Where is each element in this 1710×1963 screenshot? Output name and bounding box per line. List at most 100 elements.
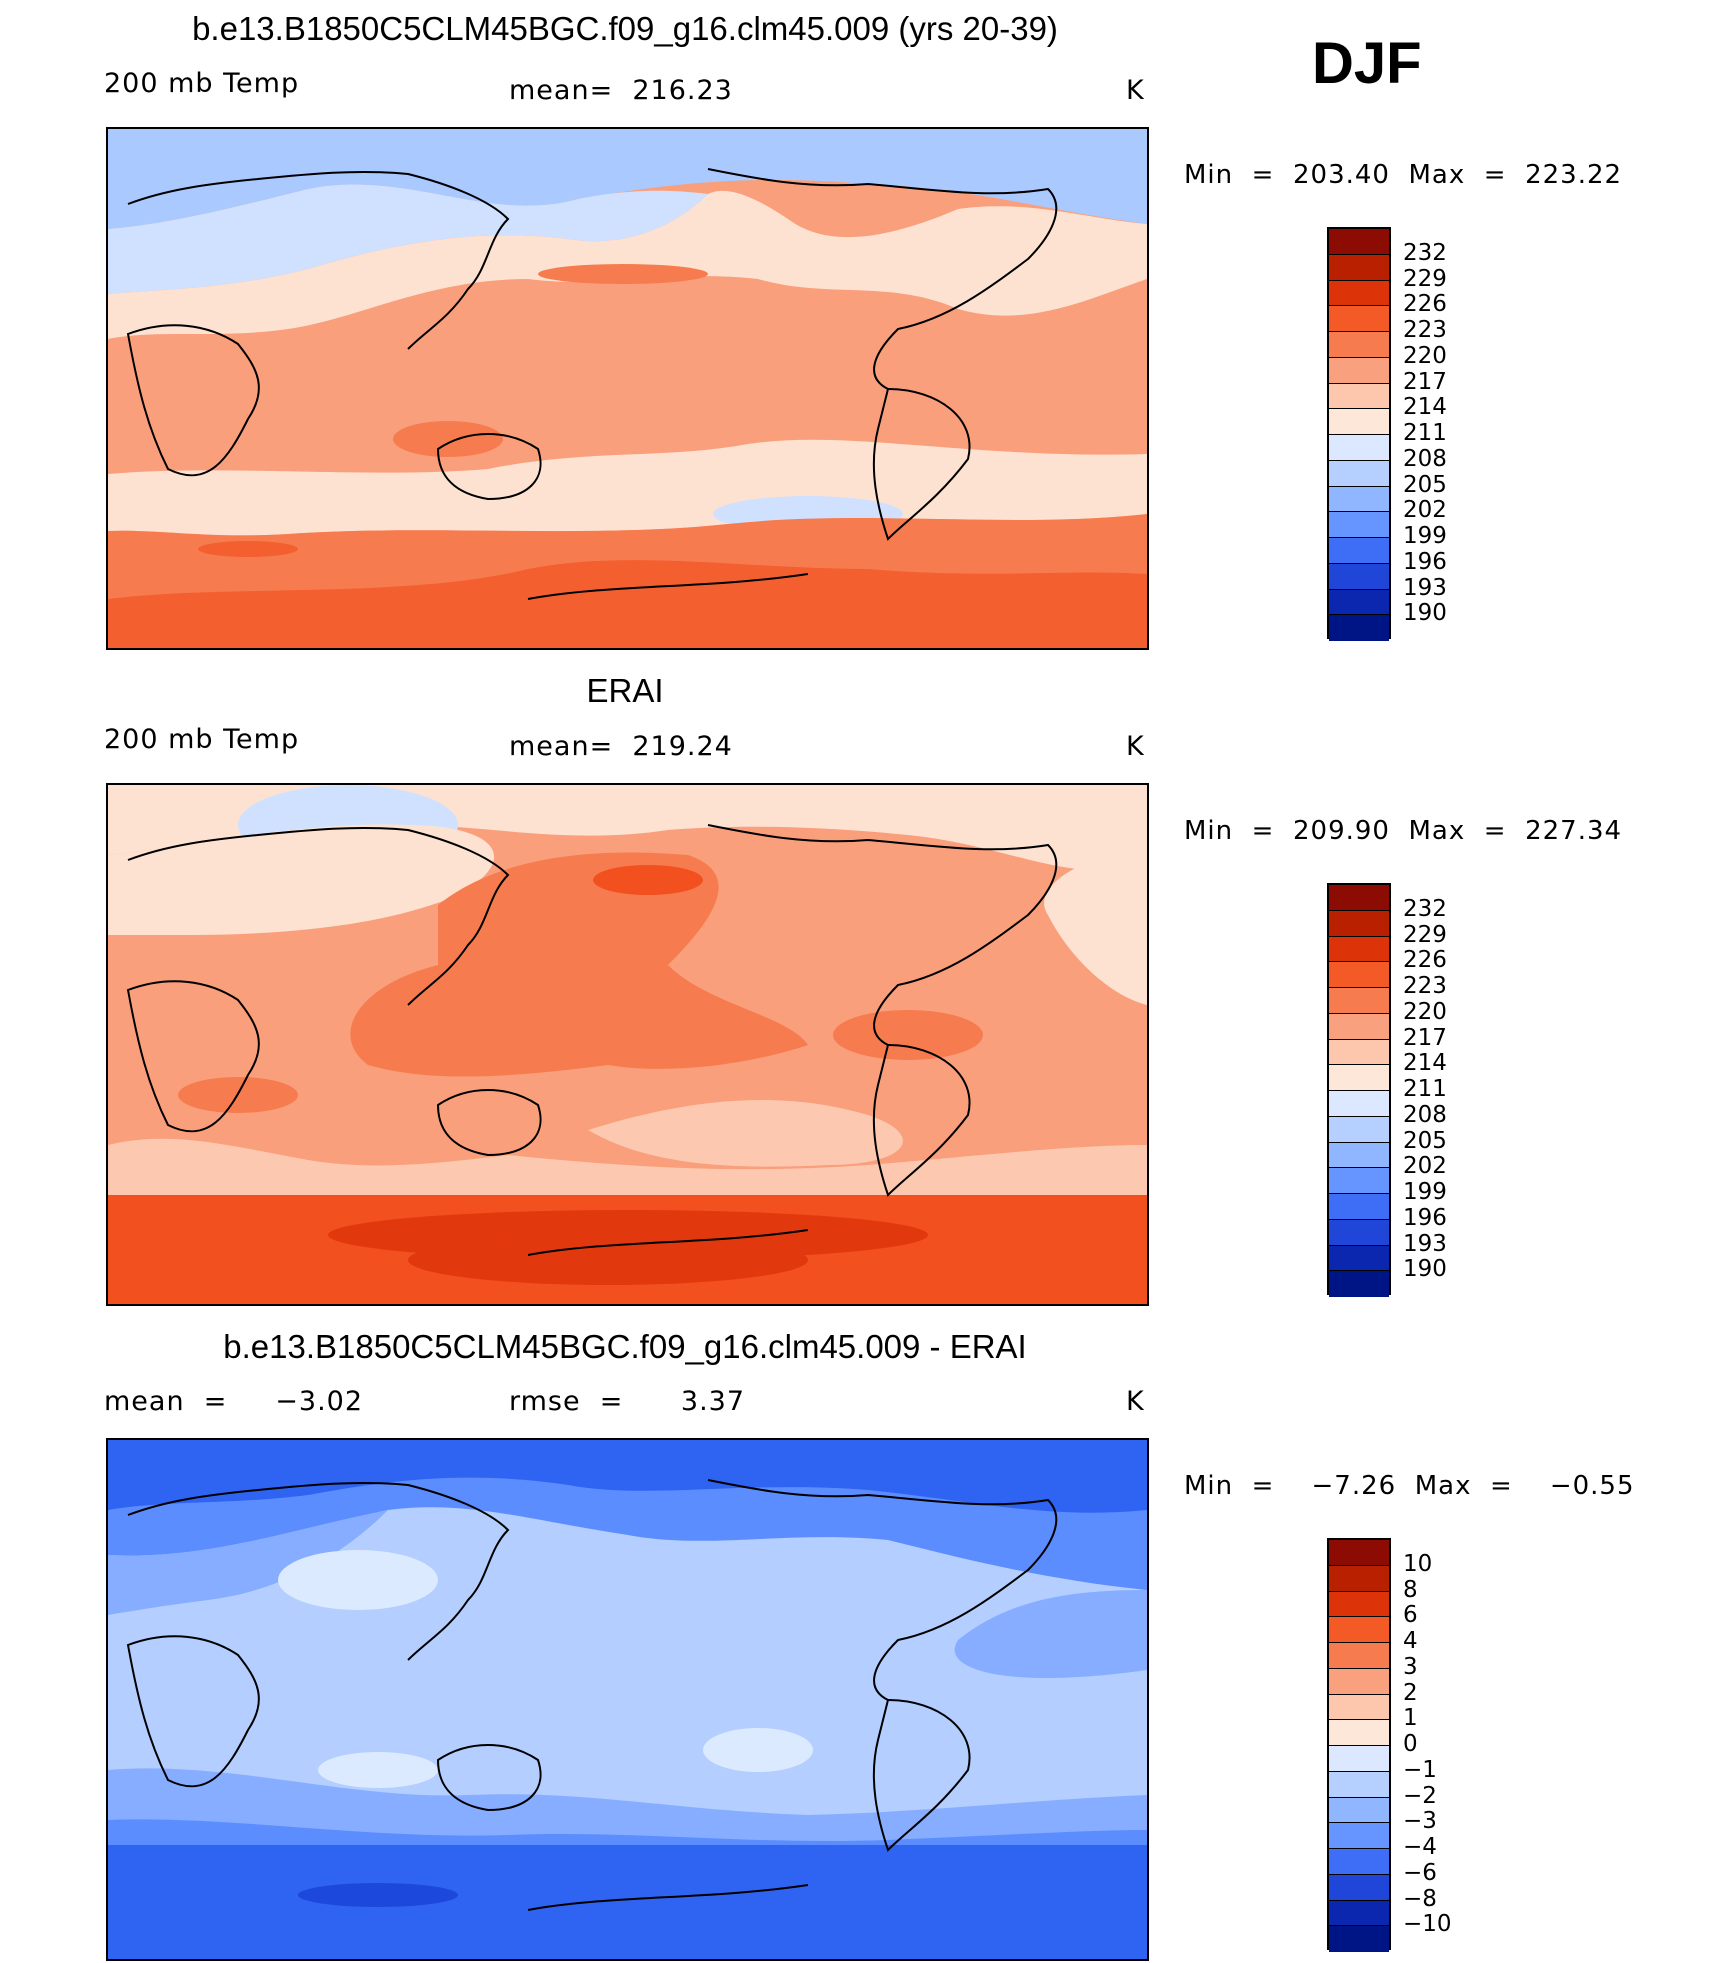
p2-warm-pacific [350,852,808,1077]
colorbar-swatch [1329,1900,1389,1927]
colorbar-swatch [1329,435,1389,461]
panel-1-colorbar [1327,227,1391,641]
colorbar-tick-label: 202 [1403,497,1447,524]
p2-cream-west [108,824,495,935]
p2-antarctica-coast [527,1229,809,1256]
colorbar-tick-label: 10 [1403,1550,1433,1577]
colorbar-swatch [1329,1643,1389,1669]
colorbar-tick-label: −6 [1403,1859,1437,1886]
p2-south-america-coast [872,1043,971,1197]
panel-1-variable: 200 mb Temp [104,68,300,99]
colorbar-swatch [1329,460,1389,487]
colorbar-swatch [1329,936,1389,963]
panel-3-coastlines [126,1479,1058,1911]
colorbar-tick-label: 3 [1403,1653,1418,1680]
p1-north-america-coast [707,168,1058,390]
colorbar-swatch [1329,512,1389,538]
panel-3-title: b.e13.B1850C5CLM45BGC.f09_g16.clm45.009 … [223,1328,1027,1365]
panel-2-map [106,783,1149,1306]
colorbar-swatch [1329,1720,1389,1746]
panel-1-colorbar-labels: 232 229 226 223 220 217 214 211 208 205 202 199 196 1… [1403,227,1483,639]
colorbar-tick-label: 196 [1403,548,1447,575]
panel-3-units: K [1126,1386,1145,1417]
colorbar-tick-label: 220 [1403,342,1447,369]
season-label: DJF [1312,31,1422,96]
p3-light-indian [318,1752,438,1788]
colorbar-tick-label: 1 [1403,1705,1418,1732]
colorbar-swatch [1329,1849,1389,1875]
p3-mid-east [954,1590,1147,1679]
p2-pale-south [108,1138,1147,1195]
p1-africa-coast [126,324,260,477]
p3-deep-south [108,1845,1147,1959]
colorbar-swatch [1329,1617,1389,1643]
colorbar-swatch [1329,1091,1389,1117]
panel-1-title: b.e13.B1850C5CLM45BGC.f09_g16.clm45.009 … [192,10,1058,47]
colorbar-swatch [1329,1168,1389,1194]
p2-hot-np [593,865,703,895]
colorbar-tick-label: 202 [1403,1153,1447,1180]
colorbar-tick-label: 211 [1403,420,1447,446]
p3-mid-west [108,1510,388,1615]
p3-north-america-coast [707,1479,1058,1701]
colorbar-swatch [1329,332,1389,358]
panel-2-colorbar-labels: 232 229 226 223 220 217 214 211 208 205 202 199 196 1… [1403,883,1483,1295]
p2-pale-blob [588,1099,903,1167]
p3-light-pacific [703,1728,813,1772]
panel-3-colorbar [1327,1538,1391,1952]
colorbar-tick-label: −10 [1403,1911,1452,1938]
p2-eurasia-coast [127,826,510,1006]
colorbar-swatch [1329,589,1389,616]
colorbar-swatch [1329,1565,1389,1592]
p1-australia-coast [436,433,542,501]
colorbar-tick-label: 217 [1403,368,1447,395]
p3-australia-coast [436,1744,542,1812]
colorbar-swatch [1329,486,1389,513]
panel-3-rmse: rmse = 3.37 [509,1386,746,1417]
p1-cold-north [108,129,1147,229]
colorbar-tick-label: 232 [1403,895,1447,922]
colorbar-tick-label: 223 [1403,317,1447,343]
colorbar-tick-label: −2 [1403,1782,1437,1809]
p2-africa-coast [126,980,260,1133]
panel-1-units: K [1126,75,1145,106]
colorbar-swatch [1329,1926,1389,1952]
colorbar-tick-label: 199 [1403,523,1447,549]
colorbar-tick-label: 190 [1403,1256,1447,1283]
panel-2-colorbar [1327,883,1391,1297]
colorbar-swatch [1329,280,1389,307]
colorbar-tick-label: 205 [1403,471,1447,498]
colorbar-swatch [1329,1013,1389,1040]
colorbar-tick-label: 214 [1403,394,1447,421]
colorbar-tick-label: 199 [1403,1179,1447,1205]
colorbar-swatch [1329,1694,1389,1721]
colorbar-tick-label: −3 [1403,1808,1437,1835]
colorbar-swatch [1329,988,1389,1014]
colorbar-swatch [1329,1823,1389,1849]
p1-mid-north [108,184,708,294]
colorbar-tick-label: −1 [1403,1756,1437,1783]
p3-deep-north [108,1440,1147,1513]
colorbar-swatch [1329,1116,1389,1143]
panel-3-mean: mean = −3.02 [104,1386,364,1417]
p3-eurasia-coast [127,1481,510,1661]
p1-warm-spot [198,541,298,557]
p3-deepest-spot [298,1883,458,1907]
p1-eurasia-coast [127,170,510,350]
colorbar-tick-label: 229 [1403,921,1447,948]
colorbar-tick-label: 8 [1403,1576,1418,1603]
colorbar-swatch [1329,306,1389,332]
colorbar-swatch [1329,615,1389,641]
colorbar-tick-label: 232 [1403,239,1447,266]
p2-warm-sa [833,1010,983,1060]
p2-cream-east [1044,845,1147,1005]
colorbar-tick-label: 2 [1403,1679,1418,1706]
colorbar-swatch [1329,1797,1389,1824]
panel-1-map [106,127,1149,650]
panel-2-title: ERAI [586,672,664,709]
colorbar-swatch [1329,383,1389,410]
colorbar-tick-label: 208 [1403,445,1447,472]
colorbar-swatch [1329,538,1389,564]
colorbar-tick-label: −8 [1403,1885,1437,1912]
panel-2-coastlines [126,824,1058,1256]
